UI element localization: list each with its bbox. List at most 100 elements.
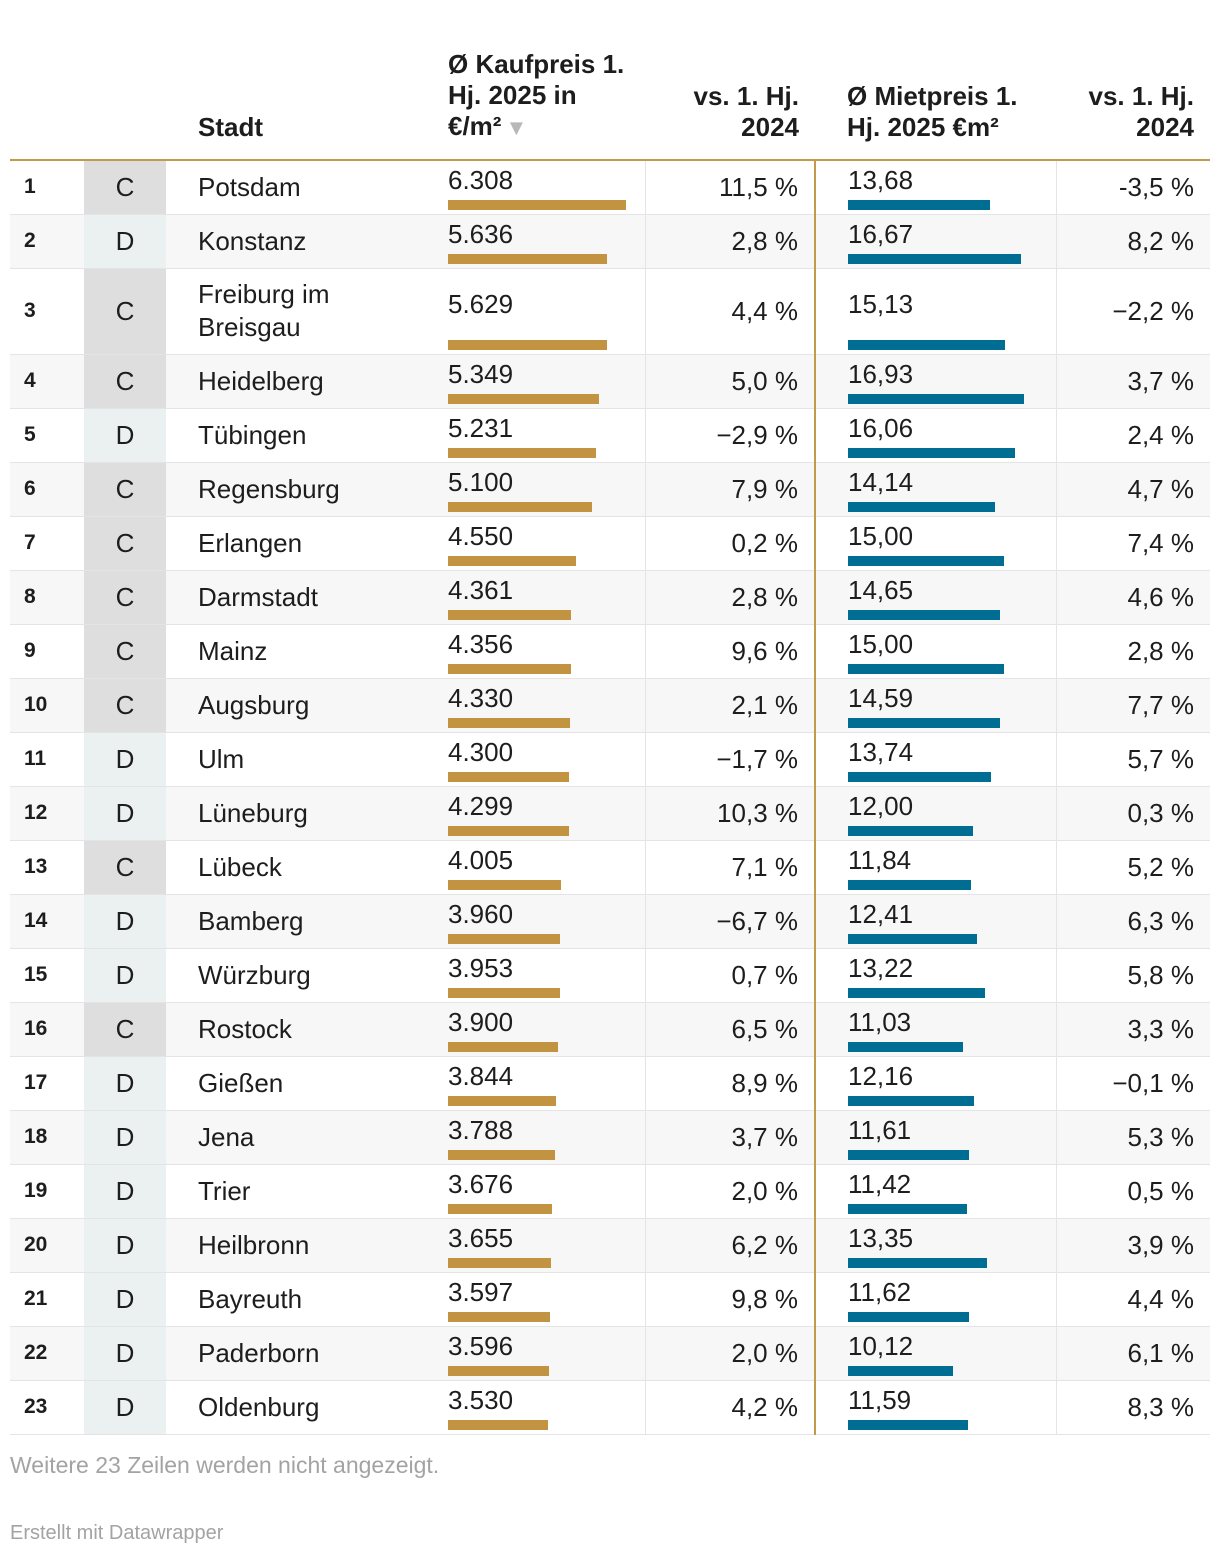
buy-price-bar: [448, 609, 571, 620]
rent-change-cell: 2,8 %: [1055, 624, 1210, 679]
type-cell: C: [84, 678, 166, 733]
buy-price-bar: [448, 1257, 551, 1268]
buy-price-value: 3.676: [448, 1169, 514, 1199]
rent-price-bar: [848, 879, 971, 890]
rent-change-cell: −2,2 %: [1055, 268, 1210, 355]
table-row: 16 C Rostock 3.900 6,5 % 11,03 3,3 %: [10, 1002, 1210, 1057]
buy-change-cell: 4,2 %: [644, 1380, 815, 1435]
type-cell: D: [84, 786, 166, 841]
buy-price-bar: [448, 1203, 552, 1214]
buy-change-cell: 8,9 %: [644, 1056, 815, 1111]
buy-price-bar: [448, 1311, 550, 1322]
rank-cell: 20: [10, 1218, 84, 1273]
rent-price-value: 15,00: [848, 629, 914, 659]
buy-change-cell: 2,0 %: [644, 1164, 815, 1219]
rent-price-bar: [848, 663, 1004, 674]
rent-price-cell: 13,22: [814, 948, 1056, 1003]
rent-change-cell: 0,3 %: [1055, 786, 1210, 841]
buy-price-cell: 3.953: [434, 948, 645, 1003]
buy-price-value: 5.100: [448, 467, 514, 497]
table-row: 3 C Freiburg im Breisgau 5.629 4,4 % 15,13 −2,…: [10, 268, 1210, 355]
header-buy[interactable]: Ø Kaufpreis 1. Hj. 2025 in €/m² ▼: [434, 0, 645, 161]
buy-price-cell: 4.005: [434, 840, 645, 895]
buy-price-value: 6.308: [448, 165, 514, 196]
table-row: 22 D Paderborn 3.596 2,0 % 10,12 6,1 %: [10, 1326, 1210, 1381]
type-cell: C: [84, 624, 166, 679]
buy-change-cell: 2,0 %: [644, 1326, 815, 1381]
rent-price-value: 12,00: [848, 791, 914, 821]
buy-change-cell: 7,9 %: [644, 462, 815, 517]
type-cell: C: [84, 160, 166, 215]
buy-price-value: 4.300: [448, 737, 514, 767]
rank-cell: 17: [10, 1056, 84, 1111]
buy-price-cell: 3.530: [434, 1380, 645, 1435]
rent-price-value: 11,42: [848, 1169, 912, 1199]
rent-price-value: 16,06: [848, 413, 914, 443]
rent-price-bar: [848, 447, 1015, 458]
table-body: 1 C Potsdam 6.308 11,5 % 13,68 -3,5 % 2 D Konstan…: [10, 160, 1210, 1435]
buy-price-cell: 4.361: [434, 570, 645, 625]
rank-cell: 14: [10, 894, 84, 949]
buy-price-cell: 4.330: [434, 678, 645, 733]
buy-price-cell: 6.308: [434, 160, 645, 215]
table-row: 1 C Potsdam 6.308 11,5 % 13,68 -3,5 %: [10, 160, 1210, 215]
buy-price-cell: 3.960: [434, 894, 645, 949]
buy-price-cell: 5.231: [434, 408, 645, 463]
city-cell: Bamberg: [166, 894, 434, 949]
rent-price-value: 11,03: [848, 1007, 912, 1037]
rent-price-bar: [848, 987, 985, 998]
type-cell: C: [84, 462, 166, 517]
type-cell: D: [84, 948, 166, 1003]
buy-price-bar: [448, 1149, 555, 1160]
rank-cell: 23: [10, 1380, 84, 1435]
rent-price-bar: [848, 1365, 953, 1376]
rent-price-bar: [848, 1203, 967, 1214]
city-cell: Paderborn: [166, 1326, 434, 1381]
buy-price-value: 4.361: [448, 575, 514, 605]
rent-price-cell: 12,00: [814, 786, 1056, 841]
rent-change-cell: 5,8 %: [1055, 948, 1210, 1003]
sort-descending-icon[interactable]: ▼: [505, 115, 528, 140]
buy-price-value: 5.231: [448, 413, 514, 443]
header-rent-change-label: vs. 1. Hj. 2024: [1088, 81, 1195, 142]
buy-price-cell: 5.349: [434, 354, 645, 409]
header-rent[interactable]: Ø Mietpreis 1. Hj. 2025 €m²: [815, 0, 1056, 161]
rank-cell: 10: [10, 678, 84, 733]
header-type: [84, 0, 166, 161]
table-row: 7 C Erlangen 4.550 0,2 % 15,00 7,4 %: [10, 516, 1210, 571]
type-cell: C: [84, 516, 166, 571]
rent-price-bar: [848, 1257, 987, 1268]
rent-price-bar: [848, 501, 995, 512]
rent-price-value: 10,12: [848, 1331, 914, 1361]
data-table: Stadt Ø Kaufpreis 1. Hj. 2025 in €/m² ▼ v…: [10, 0, 1210, 1435]
buy-price-value: 4.550: [448, 521, 514, 551]
buy-price-bar: [448, 1419, 548, 1430]
buy-change-cell: 7,1 %: [644, 840, 815, 895]
buy-price-cell: 5.636: [434, 214, 645, 269]
city-cell: Oldenburg: [166, 1380, 434, 1435]
rent-price-cell: 14,59: [814, 678, 1056, 733]
rent-price-value: 11,61: [848, 1115, 912, 1145]
header-buy-change[interactable]: vs. 1. Hj. 2024: [645, 0, 815, 161]
rent-price-cell: 11,84: [814, 840, 1056, 895]
rank-cell: 21: [10, 1272, 84, 1327]
table-row: 11 D Ulm 4.300 −1,7 % 13,74 5,7 %: [10, 732, 1210, 787]
rent-price-cell: 16,67: [814, 214, 1056, 269]
rent-price-cell: 15,00: [814, 624, 1056, 679]
rank-cell: 1: [10, 160, 84, 215]
type-cell: D: [84, 1326, 166, 1381]
rent-price-value: 14,59: [848, 683, 914, 713]
buy-price-value: 4.330: [448, 683, 514, 713]
table-row: 5 D Tübingen 5.231 −2,9 % 16,06 2,4 %: [10, 408, 1210, 463]
buy-price-bar: [448, 1365, 549, 1376]
table-row: 2 D Konstanz 5.636 2,8 % 16,67 8,2 %: [10, 214, 1210, 269]
credit-link[interactable]: Erstellt mit Datawrapper: [10, 1522, 224, 1544]
buy-price-bar: [448, 879, 561, 890]
rent-price-bar: [848, 199, 990, 210]
rent-price-cell: 12,16: [814, 1056, 1056, 1111]
type-cell: D: [84, 214, 166, 269]
header-rent-change[interactable]: vs. 1. Hj. 2024: [1056, 0, 1210, 161]
rent-change-cell: 5,2 %: [1055, 840, 1210, 895]
rent-price-bar: [848, 253, 1021, 264]
header-city[interactable]: Stadt: [166, 0, 434, 161]
